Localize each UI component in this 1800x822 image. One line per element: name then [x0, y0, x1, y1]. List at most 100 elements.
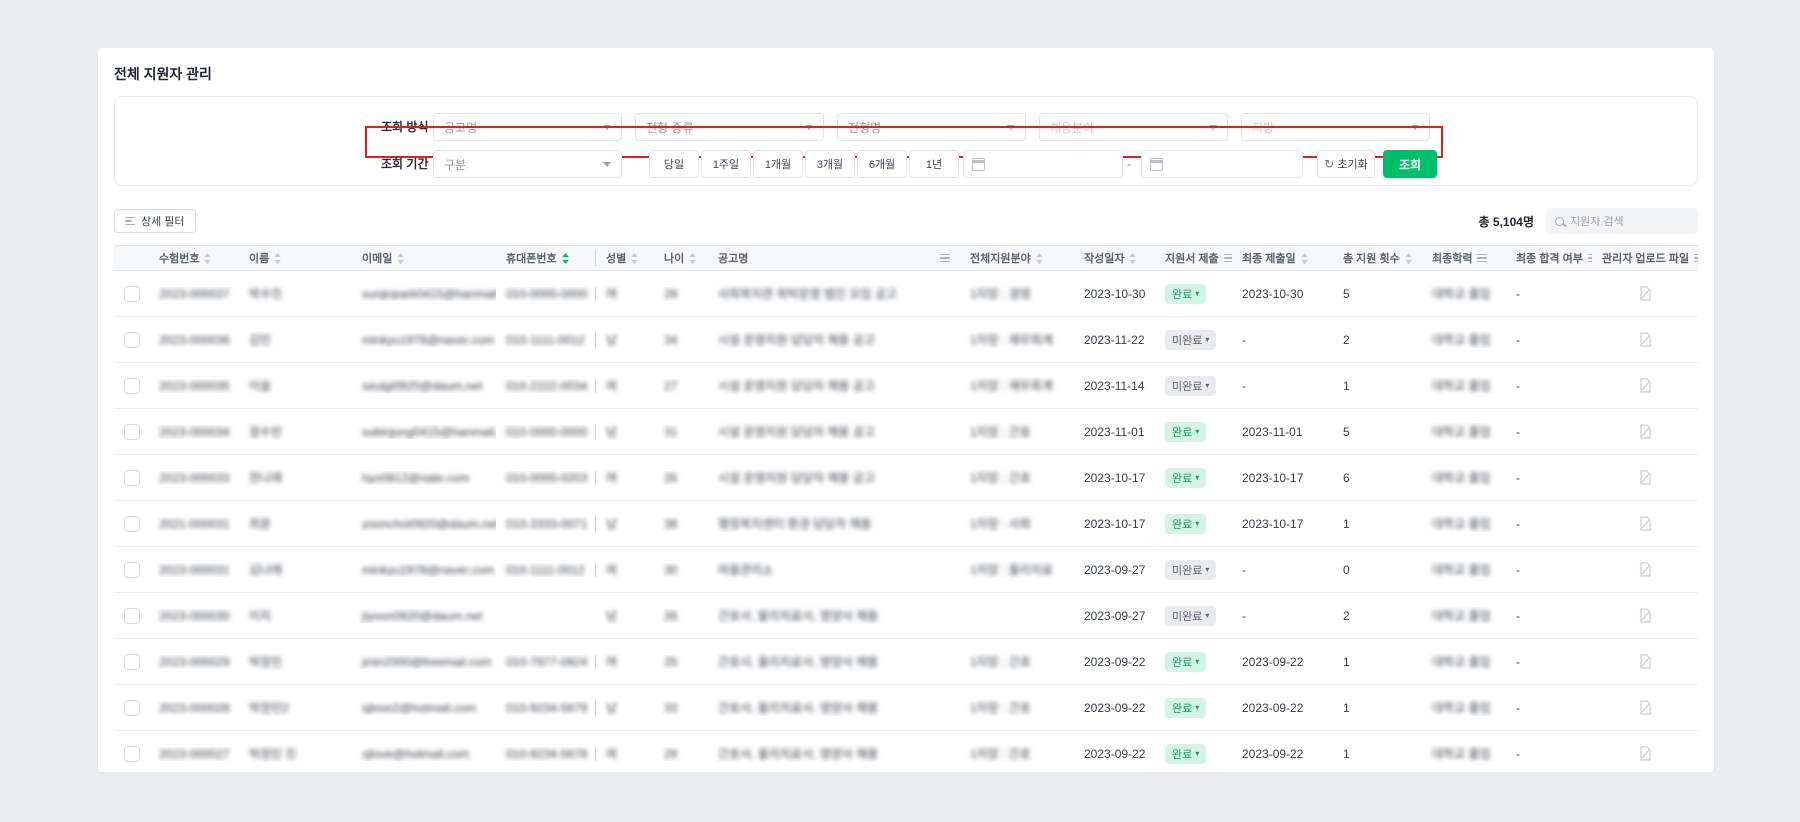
column-header-final_pass[interactable]: 최종 합격 여부: [1506, 250, 1592, 266]
admin-file-button[interactable]: [1592, 700, 1698, 715]
select-recruit-type[interactable]: 전형 종류: [635, 113, 824, 141]
cell-text-final_pass: -: [1516, 608, 1520, 623]
date-from-input[interactable]: [963, 150, 1123, 178]
column-header-email[interactable]: 이메일: [352, 250, 496, 266]
admin-file-button[interactable]: [1592, 516, 1698, 531]
cell-age: 34: [654, 333, 708, 347]
row-checkbox[interactable]: [123, 699, 140, 716]
applicant-search-input[interactable]: 지원자 검색: [1546, 208, 1698, 234]
cell-submitted_at: 2023-11-01: [1232, 425, 1333, 439]
chevron-down-icon: ▾: [1205, 565, 1210, 574]
cell-text-final_pass: -: [1516, 700, 1520, 715]
detail-filter-button[interactable]: 상세 필터: [114, 209, 196, 233]
admin-file-button[interactable]: [1592, 332, 1698, 347]
column-header-phone[interactable]: 휴대폰번호: [496, 250, 596, 266]
cell-text-name: 박정민 친: [249, 747, 297, 761]
period-button-1month[interactable]: 1개월: [753, 150, 803, 178]
row-checkbox[interactable]: [123, 745, 140, 762]
submit-status-badge[interactable]: 미완료 ▾: [1165, 375, 1217, 396]
cell-education: 대학교 졸업: [1422, 331, 1506, 348]
column-label-posting: 공고명: [718, 253, 749, 265]
row-checkbox[interactable]: [123, 331, 140, 348]
column-header-admin_file[interactable]: 관리자 업로드 파일: [1592, 250, 1698, 266]
period-button-1year[interactable]: 1년: [909, 150, 959, 178]
select-recruit-name[interactable]: 전형명: [837, 113, 1026, 141]
column-header-gender[interactable]: 성별: [596, 250, 654, 266]
cell-text-education: 대학교 졸업: [1432, 333, 1491, 347]
submit-status-badge[interactable]: 완료 ▾: [1165, 283, 1207, 304]
cell-exam: 2023-000027: [149, 747, 239, 761]
cell-text-final_pass: -: [1516, 286, 1520, 301]
sort-icon: [689, 252, 697, 264]
cell-submit: 완료 ▾: [1155, 651, 1232, 672]
row-checkbox[interactable]: [123, 607, 140, 624]
cell-exam: 2023-000033: [149, 471, 239, 485]
select-period-type[interactable]: 구분: [433, 150, 622, 178]
period-button-3month[interactable]: 3개월: [805, 150, 855, 178]
admin-file-button[interactable]: [1592, 608, 1698, 623]
row-checkbox[interactable]: [123, 423, 140, 440]
select-posting-name[interactable]: 공고명: [433, 113, 622, 141]
admin-file-button[interactable]: [1592, 424, 1698, 439]
column-header-submitted_at[interactable]: 최종 제출일: [1232, 250, 1333, 266]
chevron-down-icon: [805, 124, 813, 130]
cell-text-email: sunjinpark0415@hanmail.net: [362, 286, 496, 301]
row-checkbox[interactable]: [123, 561, 140, 578]
column-header-age[interactable]: 나이: [654, 250, 708, 266]
submit-status-badge[interactable]: 미완료 ▾: [1165, 605, 1217, 626]
admin-file-button[interactable]: [1592, 470, 1698, 485]
period-button-1week[interactable]: 1주일: [701, 150, 751, 178]
submit-status-badge[interactable]: 완료 ▾: [1165, 651, 1207, 672]
column-header-name[interactable]: 이름: [239, 250, 352, 266]
submit-status-badge[interactable]: 완료 ▾: [1165, 743, 1207, 764]
cell-apply_count: 1: [1333, 747, 1422, 761]
column-header-education[interactable]: 최종학력: [1422, 250, 1506, 266]
admin-file-button[interactable]: [1592, 746, 1698, 761]
admin-file-button[interactable]: [1592, 654, 1698, 669]
select-preference[interactable]: 지망: [1241, 113, 1430, 141]
cell-text-phone: 010-9234-5679: [506, 700, 588, 715]
period-label: 조회 기간: [381, 157, 429, 171]
period-button-today[interactable]: 당일: [649, 150, 699, 178]
cell-text-age: 27: [664, 378, 678, 393]
admin-file-button[interactable]: [1592, 286, 1698, 301]
cell-text-gender: 여: [606, 747, 618, 761]
row-checkbox[interactable]: [123, 469, 140, 486]
submit-status-badge[interactable]: 완료 ▾: [1165, 467, 1207, 488]
submit-status-badge[interactable]: 완료 ▾: [1165, 513, 1207, 534]
admin-file-button[interactable]: [1592, 378, 1698, 393]
column-header-exam[interactable]: 수험번호: [149, 250, 239, 266]
select-job-field[interactable]: 채용분야: [1039, 113, 1228, 141]
cell-text-final_pass: -: [1516, 378, 1520, 393]
submit-status-badge[interactable]: 미완료 ▾: [1165, 559, 1217, 580]
row-checkbox[interactable]: [123, 515, 140, 532]
calendar-icon: [1150, 157, 1163, 171]
date-to-input[interactable]: [1141, 150, 1303, 178]
cell-submit: 미완료 ▾: [1155, 559, 1232, 580]
column-header-submit[interactable]: 지원서 제출: [1155, 250, 1232, 266]
submit-status-badge[interactable]: 미완료 ▾: [1165, 329, 1217, 350]
column-header-posting[interactable]: 공고명: [708, 250, 960, 266]
column-header-fields[interactable]: 전체지원분야: [960, 250, 1074, 266]
submit-status-badge[interactable]: 완료 ▾: [1165, 421, 1207, 442]
cell-gender: 여: [596, 561, 654, 578]
admin-file-icon: [1639, 608, 1651, 623]
cell-text-gender: 남: [606, 517, 618, 531]
chevron-down-icon: [603, 124, 611, 130]
cell-text-exam: 2023-000030: [159, 608, 230, 623]
column-header-apply_count[interactable]: 총 지원 횟수: [1333, 250, 1422, 266]
submit-status-label: 완료: [1172, 748, 1193, 761]
row-checkbox[interactable]: [123, 377, 140, 394]
row-checkbox[interactable]: [123, 285, 140, 302]
column-header-created[interactable]: 작성일자: [1074, 250, 1155, 266]
cell-created: 2023-10-30: [1074, 287, 1155, 301]
period-button-6month[interactable]: 6개월: [857, 150, 907, 178]
query-button[interactable]: 조회: [1383, 150, 1437, 178]
cell-check: [114, 515, 149, 532]
admin-file-button[interactable]: [1592, 562, 1698, 577]
cell-submit: 완료 ▾: [1155, 743, 1232, 764]
row-checkbox[interactable]: [123, 653, 140, 670]
cell-apply_count: 6: [1333, 471, 1422, 485]
submit-status-badge[interactable]: 완료 ▾: [1165, 697, 1207, 718]
reset-button[interactable]: ↻ 초기화: [1317, 150, 1375, 178]
